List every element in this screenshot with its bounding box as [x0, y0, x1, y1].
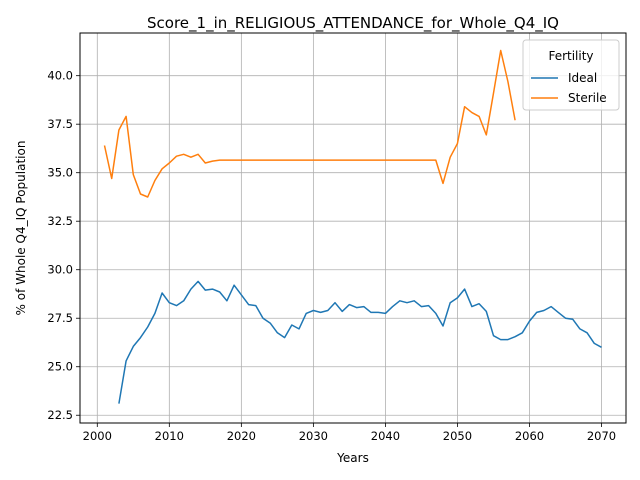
x-tick-label: 2050: [443, 429, 472, 443]
x-tick-label: 2070: [587, 429, 616, 443]
x-axis-label: Years: [336, 451, 369, 465]
series-layer: [103, 49, 602, 404]
legend: Fertility Ideal Sterile: [522, 39, 620, 111]
y-axis-label: % of Whole Q4_IQ Population: [14, 141, 28, 316]
y-tick-label: 40.0: [47, 69, 73, 83]
series-line-sterile: [103, 49, 516, 198]
series-line-ideal: [118, 280, 602, 404]
y-tick-label: 35.0: [47, 166, 73, 180]
legend-title: Fertility: [548, 49, 593, 63]
plot-area-frame: [79, 32, 627, 424]
legend-frame: [522, 39, 620, 111]
x-tick-label: 2040: [371, 429, 400, 443]
x-tick-label: 2010: [155, 429, 184, 443]
y-tick-label: 25.0: [47, 360, 73, 374]
x-tick-label: 2020: [227, 429, 256, 443]
x-tick-label: 2060: [515, 429, 544, 443]
legend-label-ideal: Ideal: [568, 71, 597, 85]
y-tick-label: 22.5: [47, 408, 73, 422]
axis-ticks: 2000 2010 2020 2030 2040 2050 2060 2070 22.5 25.0…: [47, 69, 616, 443]
y-tick-label: 27.5: [47, 311, 73, 325]
legend-label-sterile: Sterile: [568, 91, 607, 105]
x-tick-label: 2000: [83, 429, 112, 443]
y-tick-label: 30.0: [47, 263, 73, 277]
y-tick-label: 32.5: [47, 214, 73, 228]
chart-title: Score_1_in_RELIGIOUS_ATTENDANCE_for_Whol…: [147, 14, 559, 33]
y-tick-label: 37.5: [47, 117, 73, 131]
x-tick-label: 2030: [299, 429, 328, 443]
